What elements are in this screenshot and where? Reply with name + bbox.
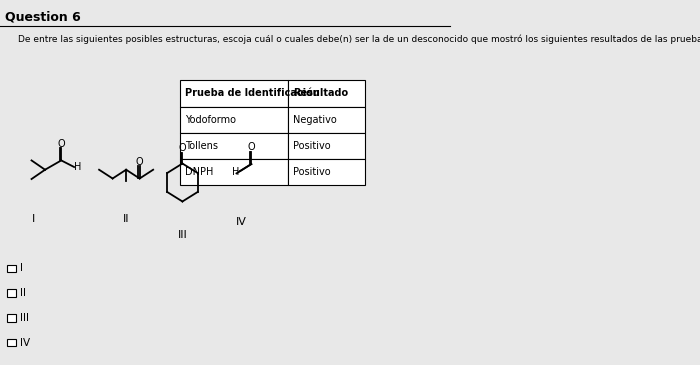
Text: II: II: [123, 214, 130, 223]
Text: Yodoformo: Yodoformo: [185, 115, 236, 125]
Text: I: I: [20, 263, 23, 273]
Text: Prueba de Identificación: Prueba de Identificación: [185, 88, 319, 99]
Bar: [7, 289, 16, 297]
Bar: [7, 339, 16, 346]
Bar: [180, 107, 288, 133]
Text: Positivo: Positivo: [293, 141, 330, 151]
Bar: [288, 107, 365, 133]
Text: O: O: [248, 142, 255, 152]
Text: Tollens: Tollens: [185, 141, 218, 151]
Text: II: II: [20, 288, 27, 298]
Text: De entre las siguientes posibles estructuras, escoja cuál o cuales debe(n) ser l: De entre las siguientes posibles estruct…: [18, 35, 700, 44]
Bar: [180, 159, 288, 185]
Text: IV: IV: [20, 338, 30, 348]
Text: O: O: [178, 143, 186, 153]
Text: O: O: [57, 139, 65, 149]
Text: IV: IV: [235, 217, 246, 227]
Text: Resultado: Resultado: [293, 88, 348, 99]
Text: O: O: [136, 157, 144, 167]
Text: III: III: [20, 313, 29, 323]
Bar: [7, 265, 16, 272]
Bar: [180, 80, 288, 107]
Text: I: I: [32, 214, 36, 223]
Text: III: III: [178, 230, 188, 240]
Text: DNPH: DNPH: [185, 167, 213, 177]
Text: Question 6: Question 6: [4, 11, 80, 24]
Bar: [288, 133, 365, 159]
Bar: [180, 133, 288, 159]
Text: Positivo: Positivo: [293, 167, 330, 177]
Text: H: H: [74, 162, 82, 172]
Bar: [288, 80, 365, 107]
Text: H: H: [232, 167, 239, 177]
Text: Negativo: Negativo: [293, 115, 337, 125]
Bar: [288, 159, 365, 185]
Bar: [7, 314, 16, 322]
